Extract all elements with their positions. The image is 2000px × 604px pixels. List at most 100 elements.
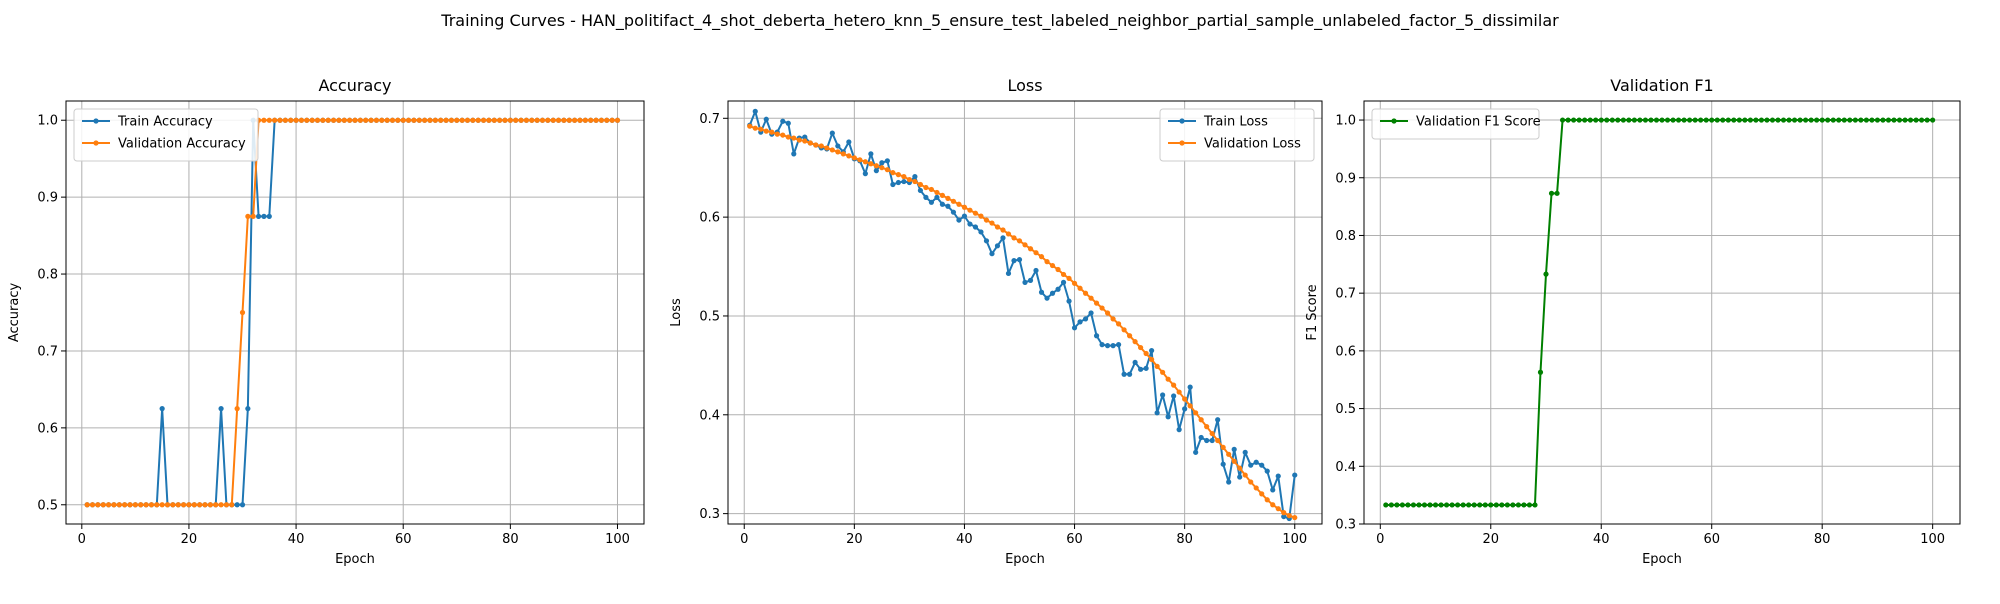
data-point (534, 117, 540, 123)
data-point (1620, 117, 1626, 123)
data-point (272, 117, 278, 123)
x-axis-label: Epoch (1005, 552, 1045, 567)
data-point (1609, 117, 1615, 123)
data-point (1571, 117, 1577, 123)
y-tick-label: 0.3 (699, 507, 720, 522)
data-point (1132, 339, 1138, 345)
data-point (873, 168, 879, 174)
data-point (1126, 371, 1133, 377)
data-point (1038, 289, 1045, 295)
data-point (1253, 485, 1259, 491)
data-point (1270, 502, 1276, 508)
data-point (890, 170, 896, 176)
data-point (945, 195, 951, 201)
figure-suptitle: Training Curves - HAN_politifact_4_shot_… (440, 11, 1559, 31)
series-line-train-accuracy (87, 119, 618, 506)
data-point (218, 406, 224, 412)
data-point (961, 204, 968, 210)
data-point (1275, 473, 1281, 479)
data-point (1421, 502, 1428, 508)
data-point (159, 406, 165, 412)
data-point (917, 181, 924, 188)
y-tick-label: 0.7 (699, 112, 720, 127)
data-point (1548, 190, 1555, 196)
data-point (1874, 117, 1881, 123)
data-point (89, 502, 96, 508)
data-point (1198, 434, 1204, 441)
data-point (994, 243, 1001, 249)
data-point (1154, 410, 1160, 416)
data-point (1653, 117, 1660, 123)
data-point (1797, 117, 1803, 123)
data-point (1055, 266, 1061, 273)
data-point (1182, 406, 1188, 412)
legend-marker (1179, 118, 1185, 124)
data-point (1626, 117, 1632, 123)
chart-title: Validation F1 (1610, 76, 1713, 95)
data-point (846, 139, 852, 145)
x-tick-label: 80 (502, 532, 519, 547)
legend-box (1371, 108, 1540, 140)
data-point (1060, 271, 1067, 278)
data-point (1138, 366, 1144, 372)
data-point (1670, 117, 1676, 123)
data-point (862, 171, 868, 177)
data-point (159, 502, 165, 508)
data-point (116, 502, 122, 508)
data-point (245, 406, 251, 412)
data-point (1769, 117, 1776, 123)
data-point (566, 117, 572, 123)
x-tick-label: 0 (1376, 532, 1384, 547)
x-tick-label: 80 (1814, 532, 1831, 547)
data-point (1110, 343, 1116, 349)
data-point (1292, 514, 1298, 521)
data-point (1725, 117, 1731, 123)
data-point (1259, 462, 1265, 468)
data-point (400, 117, 406, 123)
data-point (1275, 506, 1281, 512)
data-point (791, 151, 797, 157)
data-point (862, 159, 868, 165)
data-point (1598, 117, 1604, 123)
data-point (572, 117, 578, 123)
data-point (1394, 502, 1400, 508)
data-point (1896, 117, 1903, 123)
data-point (1880, 117, 1886, 123)
legend: Train Loss Validation Loss (1159, 108, 1315, 162)
axes-frame (65, 100, 645, 525)
x-tick-label: 40 (1593, 532, 1610, 547)
data-point (1819, 117, 1825, 123)
data-point (752, 125, 758, 131)
data-point (884, 158, 890, 164)
chart-title: Loss (1007, 76, 1042, 95)
data-point (486, 117, 492, 123)
data-point (1171, 382, 1177, 388)
data-point (341, 117, 347, 123)
data-point (978, 213, 984, 219)
data-point (1264, 497, 1270, 503)
data-point (1714, 117, 1720, 123)
data-point (1432, 502, 1439, 508)
data-point (347, 117, 353, 123)
legend-box (73, 108, 259, 162)
data-point (868, 161, 874, 167)
data-point (1204, 424, 1210, 430)
data-point (1071, 325, 1078, 331)
data-point (459, 117, 465, 123)
data-point (180, 502, 187, 508)
data-point (1126, 333, 1133, 339)
legend-label: Validation F1 Score (1416, 115, 1541, 130)
data-point (1852, 117, 1858, 123)
data-point (1814, 117, 1820, 123)
data-point (1149, 347, 1155, 354)
data-point (111, 502, 117, 508)
data-point (325, 117, 331, 123)
chart-panels: 0 20 40 60 80 100 0.5 0.6 0.7 0.8 0.9 1.0 Accuracy Ep… (7, 76, 1961, 567)
data-point (1016, 257, 1023, 263)
data-point (851, 155, 857, 161)
legend-label: Train Accuracy (117, 115, 213, 130)
y-tick-label: 1.0 (37, 114, 58, 129)
data-point (1383, 502, 1389, 508)
data-point (529, 117, 535, 123)
